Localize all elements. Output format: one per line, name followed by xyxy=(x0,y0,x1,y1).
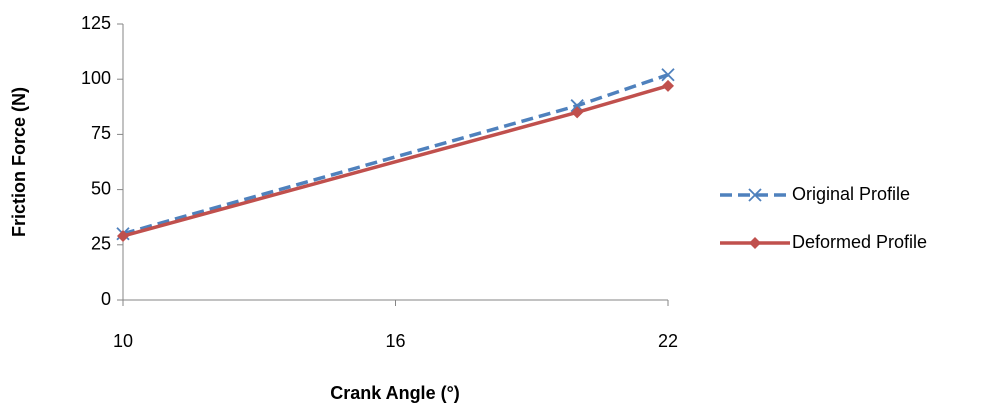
series-line xyxy=(122,84,669,238)
marker xyxy=(661,68,675,82)
legend-label: Original Profile xyxy=(792,184,910,204)
legend-marker xyxy=(748,188,762,202)
x-axis-title: Crank Angle (°) xyxy=(330,383,460,403)
marker xyxy=(117,229,129,242)
series-line xyxy=(122,73,669,236)
y-tick-label: 0 xyxy=(101,289,111,309)
legend-label: Deformed Profile xyxy=(792,232,927,252)
y-tick-label: 75 xyxy=(91,123,111,143)
x-tick-label: 10 xyxy=(113,331,133,351)
y-axis-title: Friction Force (N) xyxy=(9,87,29,237)
y-tick-label: 50 xyxy=(91,178,111,198)
y-tick-label: 100 xyxy=(81,68,111,88)
marker xyxy=(571,106,584,119)
y-tick-label: 25 xyxy=(91,234,111,254)
marker xyxy=(662,79,674,92)
x-tick-label: 16 xyxy=(385,331,405,351)
x-tick-label: 22 xyxy=(658,331,678,351)
legend-marker xyxy=(749,237,761,249)
y-tick-label: 125 xyxy=(81,13,111,33)
